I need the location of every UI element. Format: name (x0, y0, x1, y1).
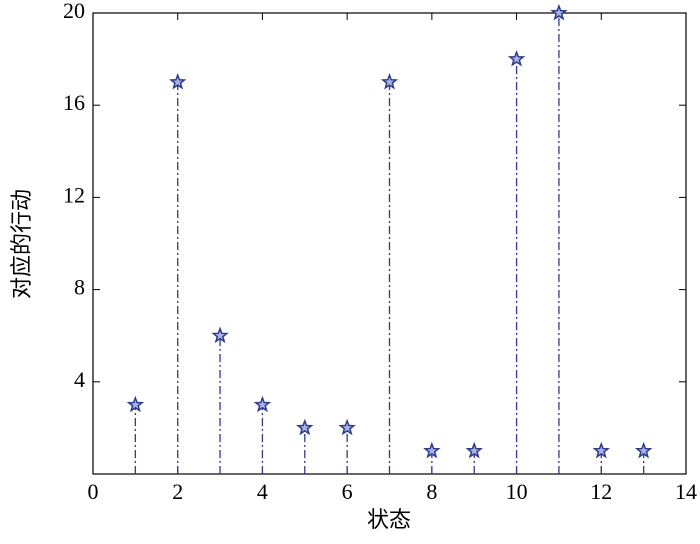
stem-marker (126, 395, 145, 413)
stem-marker (507, 49, 526, 67)
stem-marker (338, 418, 356, 436)
y-tick-label: 4 (74, 367, 85, 392)
x-tick-label: 14 (675, 479, 697, 504)
stem-marker (550, 3, 568, 21)
stem-marker (296, 418, 314, 436)
y-tick-label: 8 (74, 275, 85, 300)
y-tick-label: 16 (63, 90, 85, 115)
stem-marker (380, 73, 399, 90)
x-tick-label: 10 (506, 479, 528, 504)
x-tick-label: 2 (172, 479, 183, 504)
stem-marker (211, 326, 229, 344)
stem-marker (634, 441, 653, 459)
x-axis-label: 状态 (367, 507, 411, 532)
stem-marker (592, 441, 610, 459)
stem-marker (169, 73, 187, 90)
x-tick-label: 0 (88, 479, 99, 504)
stem-marker (423, 441, 441, 459)
x-tick-label: 6 (342, 479, 353, 504)
stem-marker (253, 395, 272, 413)
x-tick-label: 12 (590, 479, 612, 504)
y-tick-label: 12 (63, 182, 85, 207)
stem-marker (465, 441, 483, 459)
y-tick-label: 20 (63, 0, 85, 23)
y-axis-label: 对应的行动 (9, 189, 34, 299)
x-tick-label: 8 (426, 479, 437, 504)
x-tick-label: 4 (257, 479, 268, 504)
